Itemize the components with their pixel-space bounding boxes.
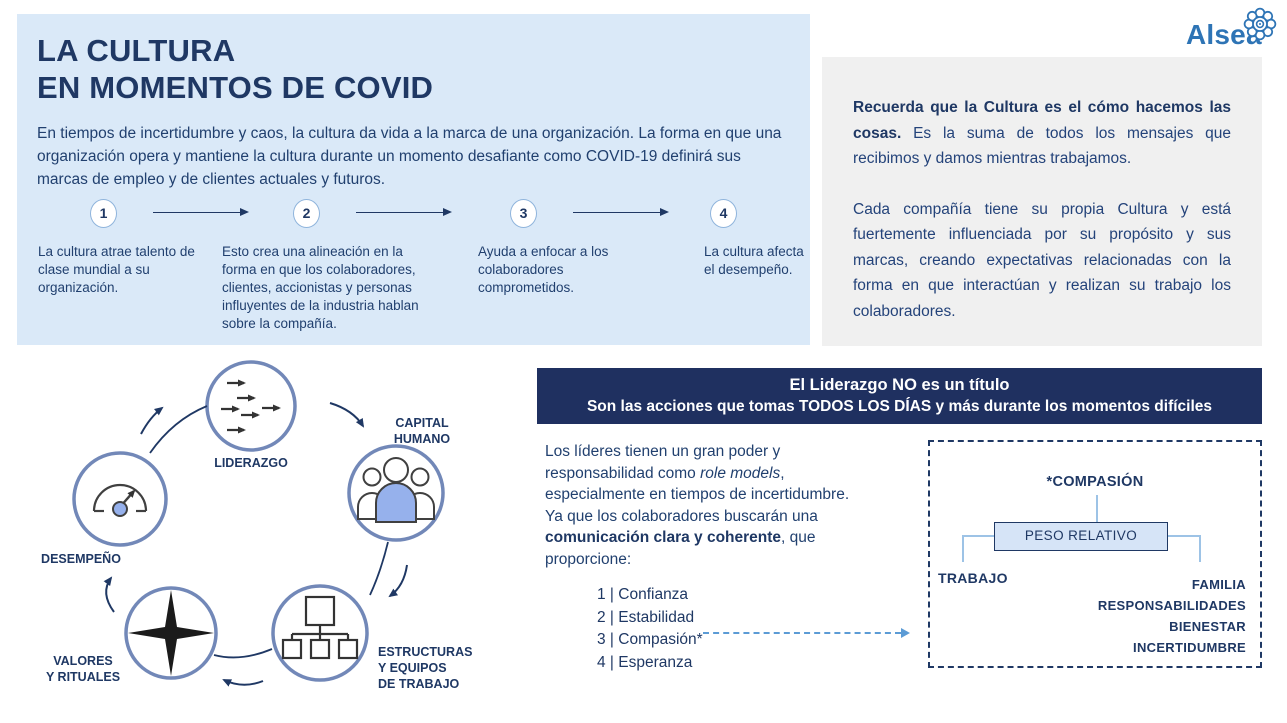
culture-note-paragraph-1: Recuerda que la Cultura es el cómo hacem… xyxy=(853,95,1231,172)
compass-star-icon xyxy=(128,590,214,676)
page-title-line1: LA CULTURA xyxy=(37,33,236,68)
cycle-label-liderazgo: LIDERAZGO xyxy=(214,456,288,470)
compassion-right-label: BIENESTAR xyxy=(1169,619,1246,634)
org-chart-icon xyxy=(281,595,359,660)
connector-vertical xyxy=(1096,495,1098,522)
step-circle-2: 2 xyxy=(293,199,320,228)
step-text-4: La cultura afecta el desempeño. xyxy=(704,244,804,277)
cycle-arrow-down-icon xyxy=(388,564,408,598)
culture-note-paragraph-2: Cada compañía tiene su propia Cultura y … xyxy=(853,200,1231,320)
culture-note-panel: Recuerda que la Cultura es el cómo hacem… xyxy=(822,57,1262,346)
cycle-label-capital-humano: CAPITAL HUMANO xyxy=(393,416,451,446)
compassion-right-label: FAMILIA xyxy=(1191,577,1246,592)
connector-right-h xyxy=(1168,535,1201,537)
step-arrow-icon xyxy=(153,208,249,216)
peso-relativo-box: PESO RELATIVO xyxy=(994,522,1168,551)
cycle-graphic xyxy=(72,360,445,687)
step-text-2: Esto crea una alineación en la forma en … xyxy=(222,244,419,331)
step-circle-1: 1 xyxy=(90,199,117,228)
connector-right-v xyxy=(1199,535,1201,562)
cycle-arc-bottom xyxy=(213,648,273,659)
step-arrow-icon xyxy=(356,208,452,216)
step-text-3: Ayuda a enfocar a los colaboradores comp… xyxy=(478,244,609,295)
leadership-banner: El Liderazgo NO es un título Son las acc… xyxy=(537,368,1262,424)
compassion-right-label: RESPONSABILIDADES xyxy=(1097,598,1246,613)
cycle-arrow-downright-icon xyxy=(329,402,365,428)
cycle-arrows xyxy=(103,402,408,687)
compassion-box: *COMPASIÓN PESO RELATIVO TRABAJO FAMILIA… xyxy=(928,440,1262,668)
cycle-arrow-left-icon xyxy=(222,679,264,687)
cycle-arrow-upright-icon xyxy=(140,406,164,435)
people-icon xyxy=(357,457,435,523)
list-item: 1 | Confianza xyxy=(597,586,689,603)
banner-line2: Son las acciones que tomas TODOS LOS DÍA… xyxy=(586,398,1213,415)
node-circle-desempeno xyxy=(72,451,168,547)
page-title-line2: EN MOMENTOS DE COVID xyxy=(37,70,434,105)
step-text-1: La cultura atrae talento de clase mundia… xyxy=(38,244,195,295)
intro-panel: LA CULTURA EN MOMENTOS DE COVID En tiemp… xyxy=(17,14,810,345)
list-item: 2 | Estabilidad xyxy=(597,608,695,626)
compassion-right-labels: FAMILIA RESPONSABILIDADES BIENESTAR INCE… xyxy=(1098,574,1246,658)
cycle-label-valores: VALORES Y RITUALES xyxy=(45,654,121,684)
role-models-italic: role models xyxy=(700,464,781,482)
compassion-right-label: INCERTIDUMBRE xyxy=(1133,640,1246,655)
cycle-label-desempeno: DESEMPEÑO xyxy=(41,552,121,566)
cycle-arc-top-left xyxy=(149,405,208,454)
compassion-left-label: TRABAJO xyxy=(938,570,1008,586)
cycle-arc-right xyxy=(369,541,389,596)
page-title: LA CULTURA EN MOMENTOS DE COVID xyxy=(37,32,433,106)
compassion-dashed-arrow-icon xyxy=(703,628,910,638)
culture-note-bold-lead: Recuerda que la Cultura es el cómo hacem… xyxy=(853,99,1231,142)
gauge-icon xyxy=(92,483,148,517)
banner-line1: El Liderazgo NO es un título xyxy=(789,376,1010,394)
step-circle-3: 3 xyxy=(510,199,537,228)
leadership-paragraph: Los líderes tienen un gran poder y respo… xyxy=(545,443,850,568)
cycle-arrow-up-icon xyxy=(103,576,115,613)
node-circle-liderazgo xyxy=(205,360,297,452)
step-circle-4: 4 xyxy=(710,199,737,228)
arrows-forward-icon xyxy=(221,379,281,434)
connector-left-v xyxy=(962,535,964,562)
list-item: 4 | Esperanza xyxy=(597,653,693,671)
step-arrow-icon xyxy=(573,208,669,216)
leadership-list: 1 | Confianza 2 | Estabilidad 3 | Compas… xyxy=(597,584,703,674)
pinwheel-gear-icon xyxy=(1243,7,1277,41)
intro-paragraph: En tiempos de incertidumbre y caos, la c… xyxy=(37,125,782,188)
culture-cycle-diagram: LIDERAZGO CAPITAL HUMANO ESTRUCTURAS Y E… xyxy=(10,350,510,723)
compassion-title: *COMPASIÓN xyxy=(1046,474,1144,490)
connector-left-h xyxy=(962,535,994,537)
communication-bold: comunicación clara y coherente xyxy=(545,529,782,546)
cycle-label-estructuras: ESTRUCTURAS Y EQUIPOS DE TRABAJO xyxy=(378,645,473,691)
list-item: 3 | Compasión* xyxy=(597,631,703,648)
culture-note-rest: Es la suma de todos los mensajes que rec… xyxy=(853,124,1231,168)
